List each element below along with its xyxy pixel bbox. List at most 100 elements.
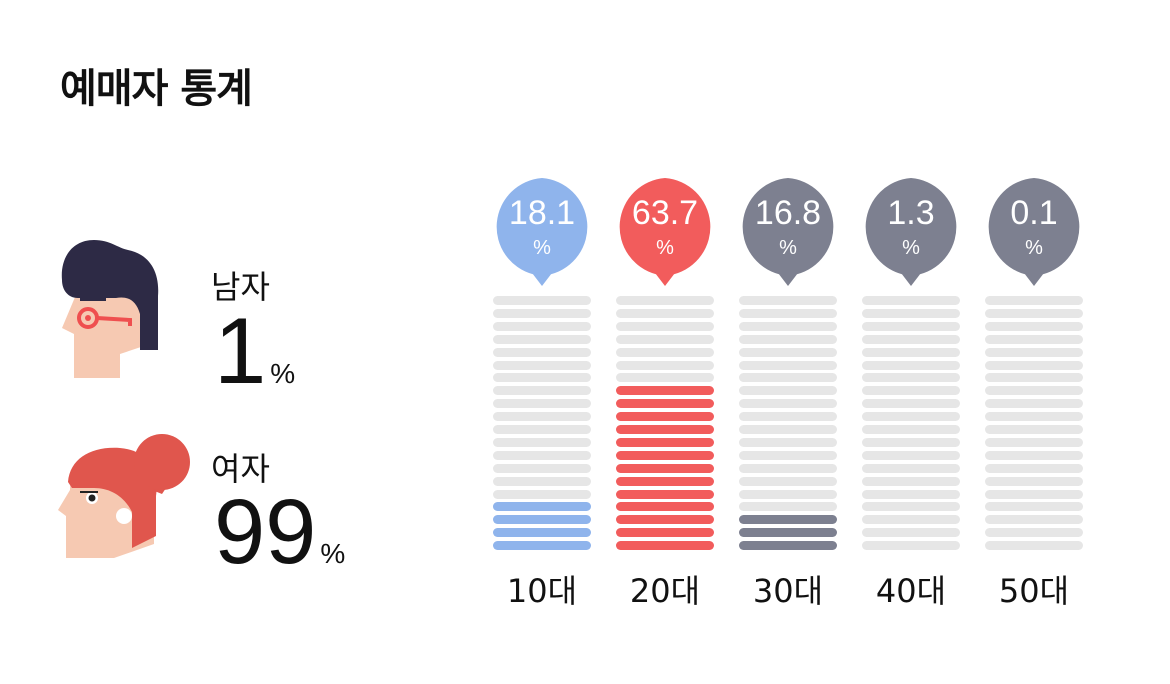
age-category-label: 30대 bbox=[752, 572, 824, 610]
age-value-label: 18.1 bbox=[508, 194, 576, 232]
bar-segment bbox=[985, 437, 1083, 447]
bar-segment bbox=[985, 334, 1083, 344]
male-percentage-value: 1 bbox=[214, 298, 267, 403]
female-percentage: 99% bbox=[214, 486, 345, 578]
bar-segment bbox=[862, 373, 960, 383]
bar-segment bbox=[985, 399, 1083, 409]
bar-segment bbox=[985, 386, 1083, 396]
bar-segment bbox=[862, 502, 960, 512]
age-value-unit: % bbox=[1025, 237, 1043, 259]
bar-segment bbox=[739, 334, 837, 344]
bar-segment bbox=[493, 399, 591, 409]
female-percentage-unit: % bbox=[320, 538, 346, 569]
bar-segment bbox=[862, 334, 960, 344]
bar-segment bbox=[493, 541, 591, 551]
bar-segment bbox=[616, 463, 714, 473]
bar-segment bbox=[862, 541, 960, 551]
bar-segment bbox=[985, 450, 1083, 460]
bar-segment bbox=[739, 515, 837, 525]
bar-segment bbox=[493, 321, 591, 331]
page-title: 예매자 통계 bbox=[60, 66, 253, 112]
bar-segment bbox=[739, 476, 837, 486]
bar-segment bbox=[739, 360, 837, 370]
age-value-label: 63.7 bbox=[631, 194, 699, 232]
female-avatar-icon bbox=[58, 434, 190, 558]
bar-segment bbox=[985, 489, 1083, 499]
bar-segment bbox=[616, 334, 714, 344]
bar-segment bbox=[862, 360, 960, 370]
bar-segment bbox=[739, 373, 837, 383]
bar-segment bbox=[616, 515, 714, 525]
bar-segment bbox=[739, 489, 837, 499]
bar-segment bbox=[739, 412, 837, 422]
percentage-bubble bbox=[988, 178, 1080, 286]
bar-segment bbox=[616, 399, 714, 409]
bar-segment bbox=[739, 463, 837, 473]
bar-segment bbox=[739, 347, 837, 357]
male-percentage: 1% bbox=[214, 304, 295, 398]
age-value-unit: % bbox=[656, 237, 674, 259]
bar-segment bbox=[616, 321, 714, 331]
bar-segment bbox=[616, 373, 714, 383]
bar-segment bbox=[739, 502, 837, 512]
bar-segment bbox=[493, 360, 591, 370]
bar-segment bbox=[493, 463, 591, 473]
bar-segment bbox=[862, 296, 960, 305]
percentage-bubble bbox=[742, 178, 834, 286]
bar-segment bbox=[616, 412, 714, 422]
bar-segment bbox=[985, 360, 1083, 370]
bar-segment bbox=[616, 476, 714, 486]
bar-segment bbox=[739, 308, 837, 318]
bar-segment bbox=[862, 347, 960, 357]
bar-segment bbox=[862, 476, 960, 486]
female-label: 여자 bbox=[211, 450, 270, 488]
male-avatar-icon bbox=[61, 240, 159, 378]
bar-segment bbox=[616, 308, 714, 318]
bar-segment bbox=[616, 347, 714, 357]
bar-segment bbox=[862, 528, 960, 538]
bar-segment bbox=[862, 321, 960, 331]
bar-segment bbox=[739, 386, 837, 396]
bar-segment bbox=[739, 437, 837, 447]
bar-segment bbox=[493, 437, 591, 447]
bar-segment bbox=[985, 347, 1083, 357]
bar-segment bbox=[985, 528, 1083, 538]
male-label: 남자 bbox=[211, 268, 270, 306]
percentage-bubble bbox=[865, 178, 957, 286]
bar-segment bbox=[493, 334, 591, 344]
bar-segment bbox=[985, 541, 1083, 551]
bar-segment bbox=[739, 528, 837, 538]
bar-segment bbox=[616, 386, 714, 396]
age-category-label: 20대 bbox=[629, 572, 701, 610]
bar-segment bbox=[493, 502, 591, 512]
age-value-unit: % bbox=[902, 237, 920, 259]
bar-segment bbox=[985, 373, 1083, 383]
percentage-bubble bbox=[496, 178, 588, 286]
bar-segment bbox=[493, 308, 591, 318]
bar-segment bbox=[616, 296, 714, 305]
bar-segment bbox=[493, 476, 591, 486]
bar-segment bbox=[616, 360, 714, 370]
male-percentage-unit: % bbox=[270, 358, 296, 389]
bar-segment bbox=[862, 386, 960, 396]
bar-segment bbox=[493, 528, 591, 538]
bar-segment bbox=[862, 450, 960, 460]
bar-segment bbox=[739, 296, 837, 305]
age-category-label: 10대 bbox=[506, 572, 578, 610]
bar-segment bbox=[739, 541, 837, 551]
bar-segment bbox=[616, 450, 714, 460]
bar-segment bbox=[739, 450, 837, 460]
bar-segment bbox=[616, 541, 714, 551]
bar-segment bbox=[985, 476, 1083, 486]
bar-segment bbox=[616, 437, 714, 447]
female-percentage-value: 99 bbox=[214, 481, 317, 583]
bar-segment bbox=[493, 386, 591, 396]
bar-segment bbox=[862, 515, 960, 525]
bar-segment bbox=[739, 425, 837, 434]
bar-segment bbox=[985, 308, 1083, 318]
age-value-unit: % bbox=[533, 237, 551, 259]
bar-segment bbox=[862, 489, 960, 499]
bar-segment bbox=[985, 502, 1083, 512]
age-category-label: 50대 bbox=[998, 572, 1070, 610]
bar-segment bbox=[862, 463, 960, 473]
